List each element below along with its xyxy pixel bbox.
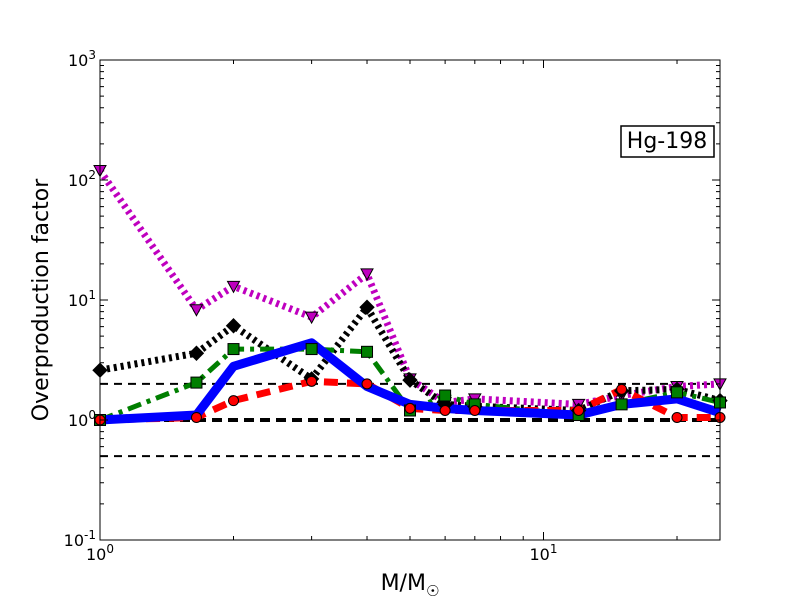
- series-3-point: [573, 404, 585, 416]
- series-1-point: [359, 299, 375, 315]
- series-line-4: [99, 338, 722, 425]
- y-tick-label: 102: [68, 168, 96, 190]
- series-0-point: [360, 268, 374, 281]
- series-3-point: [404, 402, 416, 414]
- series-2-point: [671, 386, 684, 399]
- series-3-point: [190, 411, 202, 423]
- y-tick-label: 103: [68, 48, 96, 70]
- x-axis-label: M/M☉: [381, 571, 440, 600]
- series-2-point: [305, 343, 318, 356]
- y-tick-label: 101: [68, 288, 96, 310]
- series-lines: [97, 168, 722, 425]
- annotation-box: Hg-198: [620, 125, 715, 158]
- series-2-point: [615, 398, 628, 411]
- x-axis-label-sub: ☉: [426, 582, 439, 600]
- series-3-point: [671, 411, 683, 423]
- series-2-point: [361, 345, 374, 358]
- series-line-0: [97, 168, 721, 408]
- series-line-1: [99, 303, 721, 414]
- plot-background: [100, 60, 720, 540]
- series-1-point: [188, 345, 205, 361]
- series-3-point: [469, 404, 481, 416]
- series-2-point: [227, 343, 240, 356]
- series-3-point: [439, 404, 451, 416]
- series-0-point: [226, 280, 241, 294]
- axis-ticks: [99, 59, 720, 541]
- annotation-label: Hg-198: [627, 129, 707, 154]
- series-2-point: [190, 376, 203, 389]
- x-tick-label: 100: [86, 542, 114, 564]
- x-tick-label: 101: [530, 542, 558, 564]
- series-1-point: [402, 372, 418, 388]
- series-3-point: [306, 375, 318, 387]
- y-axis-label: Overproduction factor: [29, 178, 54, 421]
- y-tick-label: 100: [68, 408, 96, 430]
- series-1-point: [225, 318, 242, 334]
- x-axis-label-main: M/M: [381, 571, 426, 596]
- series-2-point: [439, 389, 452, 402]
- series-3-point: [361, 378, 373, 390]
- series-3-point: [228, 395, 240, 407]
- y-tick-label: 10-1: [64, 528, 96, 550]
- series-0-point: [189, 304, 204, 317]
- series-3-point: [616, 383, 628, 395]
- series-0-point: [304, 311, 319, 325]
